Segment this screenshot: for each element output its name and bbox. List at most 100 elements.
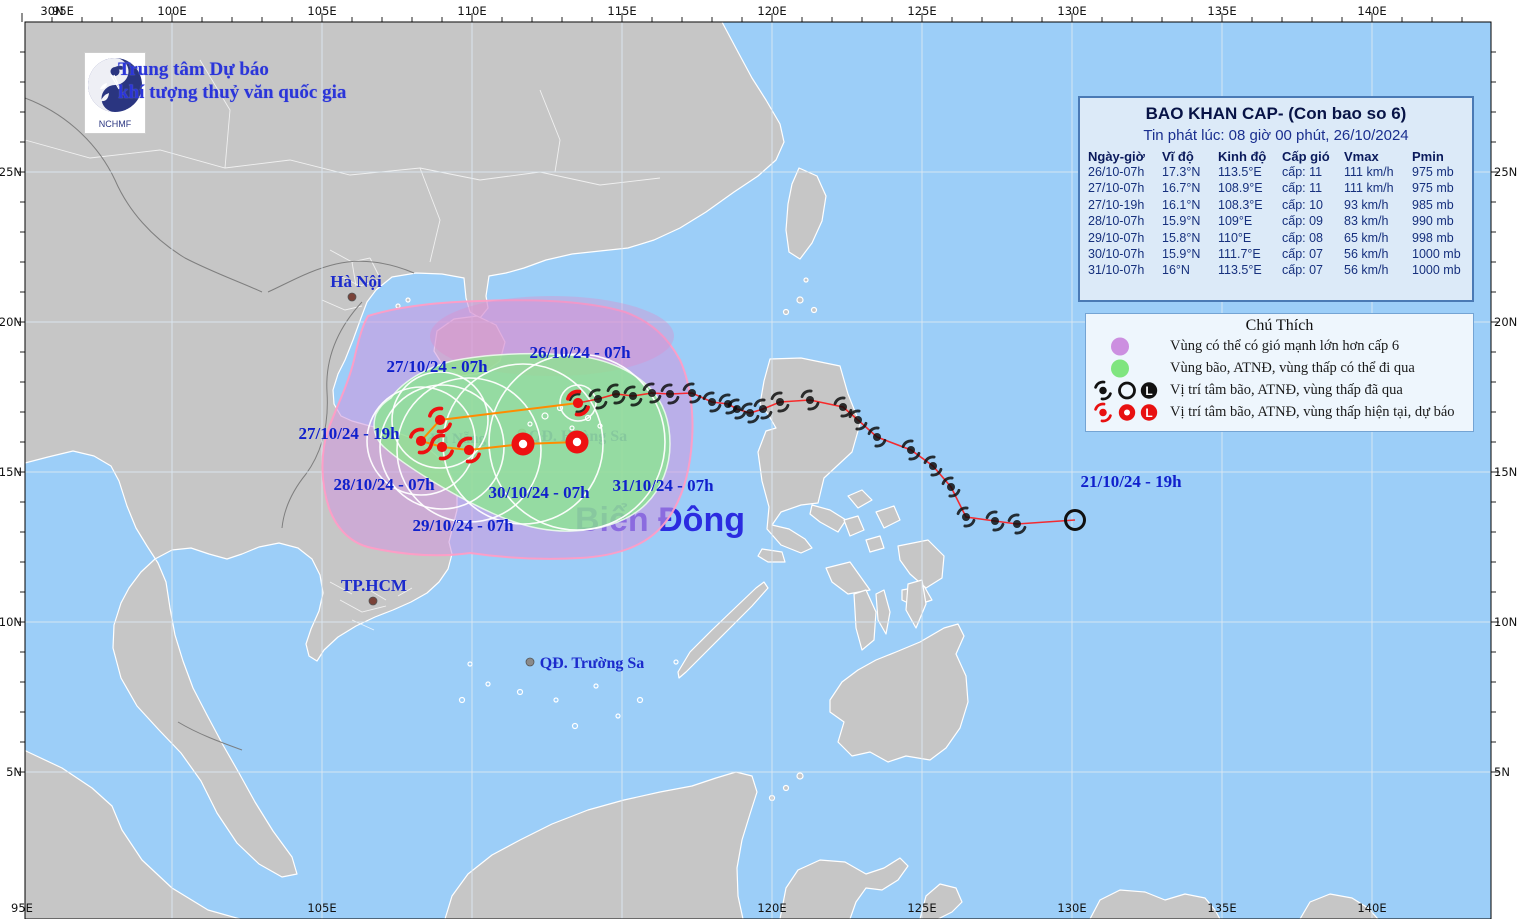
table-row: 29/10-07h 15.8°N 110°E cấp: 08 65 km/h 998 mb [1088, 230, 1464, 246]
axis-label-top: 115E [607, 4, 636, 18]
islet-ring [467, 661, 473, 667]
islet-ring [485, 681, 491, 687]
agency-line2: khí tượng thuỷ văn quốc gia [118, 82, 347, 103]
legend-dot [1111, 359, 1129, 377]
axis-label-bottom: 125E [907, 901, 936, 915]
table-row: 31/10-07h 16°N 113.5°E cấp: 07 56 km/h 1000 m… [1088, 262, 1464, 278]
table-cell: cấp: 07 [1282, 247, 1324, 262]
islet-babuyan-2 [810, 306, 818, 314]
date-label: 27/10/24 - 19h [298, 424, 400, 443]
axis-label-left: 5N [6, 765, 22, 779]
table-row: 26/10-07h 17.3°N 113.5°E cấp: 11 111 km/h 975… [1088, 164, 1464, 180]
date-label: 28/10/24 - 07h [333, 475, 435, 494]
uncertainty-circle [391, 371, 489, 469]
islet-sulu-2 [782, 784, 790, 792]
place-label: Hà Nội [330, 272, 382, 291]
table-cell: 56 km/h [1344, 263, 1389, 278]
axis-label-left: 20N [0, 315, 22, 329]
cyclone-icon [1094, 380, 1112, 400]
axis-label-bottom: 120E [757, 901, 786, 915]
uncertainty-circle [396, 377, 542, 523]
archipelago-islets [458, 404, 679, 730]
axis-label-right: 25N [1494, 165, 1517, 179]
axis-label-bottom: 140E [1357, 901, 1386, 915]
table-row: 28/10-07h 15.9°N 109°E cấp: 09 83 km/h 990 mb [1088, 213, 1464, 229]
legend-item-label: Vị trí tâm bão, ATNĐ, vùng thấp hiện tại… [1170, 403, 1455, 420]
storm-info-box: BAO KHAN CAP- (Con bao so 6) Tin phát lú… [1078, 96, 1474, 302]
table-cell: cấp: 10 [1282, 197, 1324, 212]
islet-babuyan [796, 296, 804, 304]
forecast-depression-hole [572, 437, 582, 447]
legend-title: Chú Thích [1245, 317, 1314, 334]
landmass-islet-1 [875, 505, 901, 529]
legend-dot [1111, 337, 1129, 355]
islet-ring [516, 688, 524, 696]
map-labels: Hà Nội TP.HCM QĐ. Trường Sa 26/10/24 - 07h 2… [298, 272, 1182, 672]
date-label: 21/10/24 - 19h [1080, 472, 1182, 491]
country-borders [24, 97, 415, 751]
islet-ring [571, 722, 579, 730]
table-cell: 108.3°E [1218, 197, 1263, 212]
table-cell: 16.7°N [1162, 181, 1201, 196]
islet-ring [636, 696, 644, 704]
table-cell: 15.9°N [1162, 247, 1201, 262]
date-label: 31/10/24 - 07h [612, 476, 714, 495]
axis-label-right: 15N [1494, 465, 1517, 479]
legend-item-label: Vùng bão, ATNĐ, vùng thấp có thể đi qua [1170, 359, 1415, 376]
table-cell: 1000 mb [1412, 247, 1461, 262]
forecast-depression-hole [518, 439, 528, 449]
legend-item: L Vị trí tâm bão, ATNĐ, vùng thấp đã qua [1092, 379, 1467, 401]
landmass-samar [897, 539, 945, 589]
storm-symbols-icon: L [1092, 380, 1170, 401]
cyclone-icon [1094, 402, 1112, 422]
axis-label-bottom: 95E [11, 901, 33, 915]
table-cell: 16°N [1162, 263, 1190, 278]
agency-name: Trung tâm Dự báo khí tượng thuỷ văn quốc… [118, 58, 346, 104]
table-row: 27/10-07h 16.7°N 108.9°E cấp: 11 111 km/h 975… [1088, 180, 1464, 196]
table-cell: 31/10-07h [1088, 263, 1145, 278]
axis-label-right: 5N [1494, 765, 1510, 779]
issued-time: Tin phát lúc: 08 giờ 00 phút, 26/10/2024 [1143, 127, 1409, 144]
map-frame [24, 21, 1492, 919]
islet-babuyan-3 [782, 308, 790, 316]
axis-label-right: 10N [1494, 615, 1517, 629]
islet-ring [569, 425, 575, 431]
axis-label-top: 100E [157, 4, 186, 18]
zone-dot-icon [1092, 336, 1170, 357]
axis-label-left: 15N [0, 465, 22, 479]
axis-label-top: 135E [1207, 4, 1236, 18]
column-header: Vĩ độ [1162, 149, 1194, 164]
low-icon [1140, 381, 1158, 399]
landmass-halmahera [919, 883, 963, 919]
axis-label-top: 105E [307, 4, 336, 18]
uncertainty-circle [488, 353, 666, 531]
landmass-islands-se-1 [1089, 889, 1221, 919]
table-cell: 111 km/h [1344, 165, 1394, 179]
islet-ring [541, 412, 549, 420]
table-cell: 111.7°E [1218, 247, 1261, 262]
place-dot [368, 596, 378, 606]
storm-title: BAO KHAN CAP- (Con bao so 6) [1145, 104, 1407, 123]
axis-label-left: 25N [0, 165, 22, 179]
axis-label-top: 125E [907, 4, 936, 18]
ring-icon [1118, 381, 1136, 399]
place-label: TP.HCM [341, 576, 407, 595]
nchmf-logo: NCHMF [84, 52, 146, 134]
legend-item-label: Vị trí tâm bão, ATNĐ, vùng thấp đã qua [1170, 381, 1403, 398]
islet-halong-2 [405, 297, 411, 303]
table-cell: 26/10-07h [1088, 165, 1145, 179]
legend-items: Vùng có thể có gió mạnh lớn hơn cấp 6 Vùn… [1092, 335, 1467, 423]
logo-text: NCHMF [99, 119, 132, 129]
agency-line1: Trung tâm Dự báo [118, 59, 269, 80]
table-cell: 28/10-07h [1088, 214, 1145, 229]
low-icon [1140, 403, 1158, 421]
landmass-sumatra [0, 737, 241, 919]
axis-label-corner: 30N [40, 4, 63, 18]
table-cell: 56 km/h [1344, 247, 1389, 262]
table-row: 27/10-19h 16.1°N 108.3°E cấp: 10 93 km/h 985 … [1088, 197, 1464, 213]
column-header: Ngày-giờ [1088, 149, 1145, 164]
uncertainty-circle [366, 386, 476, 496]
landmass-islet-2 [843, 515, 865, 537]
